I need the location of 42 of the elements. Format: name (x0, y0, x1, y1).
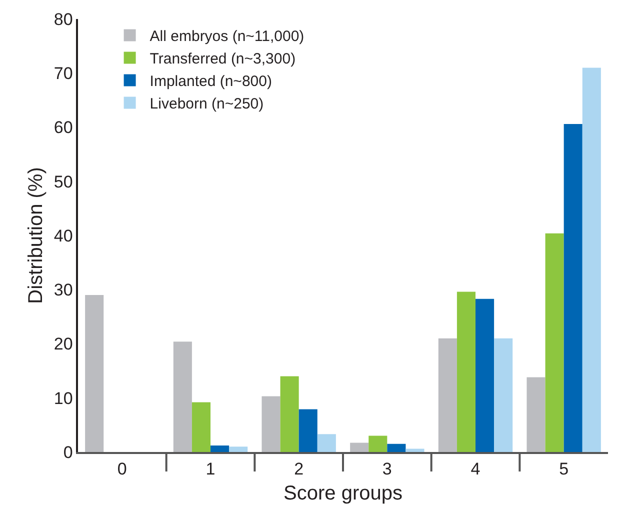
bar (210, 446, 230, 452)
bar (317, 434, 336, 452)
x-tick-label: 0 (117, 459, 127, 478)
y-tick-label: 80 (54, 10, 73, 29)
bar (368, 436, 388, 452)
y-tick-label: 30 (54, 280, 73, 300)
legend-label: All embryos (n~11,000) (150, 28, 304, 46)
x-tick-label: 5 (559, 459, 569, 478)
bar (262, 396, 280, 452)
legend-label: Liveborn (n~250) (150, 96, 264, 113)
y-tick-label: 70 (54, 64, 73, 84)
bar (526, 377, 546, 452)
bar (298, 409, 318, 452)
bar (229, 446, 248, 452)
x-tick-label: 1 (206, 459, 216, 478)
x-tick-label: 2 (294, 459, 304, 478)
bar (545, 233, 564, 452)
legend-label: Transferred (n~3,300) (150, 50, 296, 68)
y-tick-label: 50 (54, 172, 73, 192)
bar (173, 342, 192, 452)
bar (438, 338, 457, 452)
bar (494, 338, 513, 452)
x-tick-label: 4 (470, 459, 480, 478)
bar (85, 295, 104, 452)
y-tick-label: 10 (54, 388, 73, 408)
bar (406, 448, 424, 452)
legend-label: Implanted (n~800) (150, 73, 272, 90)
y-axis-title: Distribution (%) (24, 167, 47, 304)
bar (350, 442, 369, 452)
y-tick-label: 20 (54, 334, 73, 354)
bar (192, 402, 210, 452)
bar (582, 68, 601, 452)
bar (456, 292, 476, 452)
bar (564, 124, 582, 452)
bar (476, 298, 494, 452)
bar (387, 444, 406, 452)
y-tick-label: 0 (63, 442, 73, 462)
x-axis-title: Score groups (284, 482, 402, 504)
bar (280, 376, 299, 452)
y-tick-label: 60 (54, 118, 73, 138)
y-tick-label: 40 (54, 226, 73, 246)
x-tick-label: 3 (382, 459, 392, 478)
